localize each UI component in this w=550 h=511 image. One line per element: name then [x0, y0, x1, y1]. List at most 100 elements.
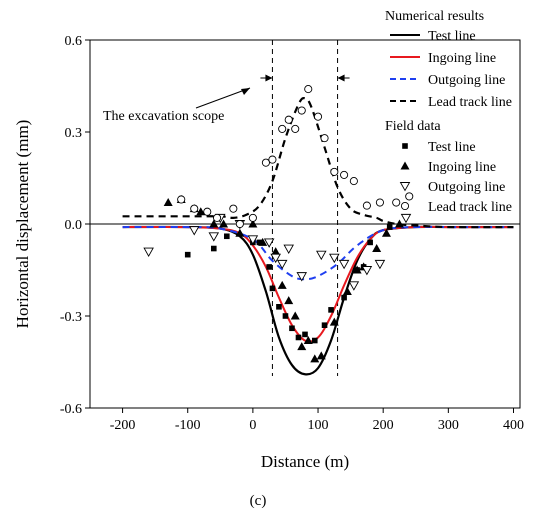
x-tick-label: -200: [110, 418, 136, 433]
field-point-lead-track-line: [375, 198, 384, 207]
field-point-lead-track-line: [212, 213, 222, 222]
legend-group-title: Field data: [385, 119, 441, 134]
y-tick-label: -0.6: [60, 402, 82, 417]
field-point-outgoing-line: [338, 259, 350, 270]
legend-marker: [399, 182, 411, 192]
field-point-ingoing-line: [342, 286, 352, 295]
field-point-ingoing-line: [258, 237, 268, 246]
legend-label: Outgoing line: [428, 73, 505, 88]
field-point-test-line: [282, 313, 289, 319]
annotation-label: The excavation scope: [103, 109, 224, 124]
y-axis-title: Horizontal displacement (mm): [13, 120, 32, 329]
field-point-outgoing-line: [361, 266, 373, 276]
legend: Numerical results Test line Ingoing line Ou…: [385, 9, 512, 215]
legend-label: Outgoing line: [428, 180, 505, 195]
field-point-ingoing-line: [209, 219, 219, 228]
x-tick-label: 100: [308, 418, 329, 433]
field-point-ingoing-line: [329, 317, 339, 326]
field-point-outgoing-line: [296, 272, 308, 282]
field-point-outgoing-line: [276, 259, 288, 270]
field-point-ingoing-line: [352, 265, 362, 274]
y-tick-label: 0.0: [65, 218, 83, 233]
field-point-test-line: [210, 245, 217, 252]
legend-label: Lead track line: [428, 95, 512, 110]
y-tick-label: -0.3: [60, 310, 82, 325]
field-point-outgoing-line: [270, 253, 281, 264]
scope-arrowhead-right: [337, 74, 345, 82]
field-point-outgoing-line: [400, 213, 412, 224]
field-point-lead-track-line: [248, 213, 257, 222]
annotation-arrowhead: [241, 88, 250, 95]
field-point-test-line: [276, 304, 282, 310]
field-point-ingoing-line: [235, 228, 245, 237]
field-point-test-line: [184, 251, 191, 258]
field-point-outgoing-line: [143, 247, 154, 258]
field-point-outgoing-line: [348, 281, 360, 291]
y-tick-label: 0.6: [65, 34, 83, 49]
legend-marker: [400, 201, 410, 211]
field-point-lead-track-line: [177, 195, 186, 204]
panel-label: (c): [250, 493, 267, 509]
field-point-lead-track-line: [349, 177, 358, 186]
legend-label: Lead track line: [428, 200, 512, 215]
legend-label: Ingoing line: [428, 160, 496, 175]
field-point-lead-track-line: [229, 204, 238, 213]
legend-label: Ingoing line: [428, 51, 496, 66]
x-tick-label: 200: [373, 418, 394, 433]
field-point-test-line: [269, 285, 276, 292]
field-point-lead-track-line: [304, 85, 313, 94]
x-tick-label: 300: [438, 418, 459, 433]
field-point-lead-track-line: [278, 124, 287, 133]
field-point-lead-track-line: [320, 134, 329, 143]
legend-marker: [400, 161, 410, 170]
field-point-ingoing-line: [219, 219, 229, 228]
field-point-lead-track-line: [392, 198, 401, 207]
x-tick-label: -100: [175, 418, 201, 433]
field-point-test-line: [289, 325, 295, 332]
field-point-test-line: [321, 322, 328, 328]
field-point-ingoing-line: [163, 198, 173, 207]
numerical-curve-test-line: [122, 225, 514, 376]
field-point-test-line: [302, 331, 308, 338]
field-point-test-line: [224, 233, 230, 240]
x-axis-title: Distance (m): [261, 452, 349, 471]
y-tick-label: 0.3: [65, 126, 83, 141]
x-tick-label: 0: [249, 418, 256, 433]
field-point-ingoing-line: [297, 342, 307, 351]
numerical-curve-outgoing-line: [122, 225, 514, 281]
field-point-outgoing-line: [316, 250, 327, 261]
legend-label: Test line: [428, 29, 476, 44]
x-tick-label: 400: [503, 418, 524, 433]
field-point-lead-track-line: [291, 124, 300, 133]
field-point-lead-track-line: [203, 207, 212, 216]
field-point-lead-track-line: [261, 158, 270, 167]
field-point-lead-track-line: [330, 167, 339, 176]
field-point-test-line: [367, 239, 373, 246]
field-point-lead-track-line: [313, 112, 323, 121]
field-point-lead-track-line: [284, 115, 293, 124]
field-point-ingoing-line: [248, 219, 258, 228]
field-point-ingoing-line: [284, 296, 294, 305]
annotation-arrow: [195, 87, 251, 109]
field-point-outgoing-line: [188, 226, 200, 236]
field-point-lead-track-line: [362, 201, 371, 210]
field-point-lead-track-line: [268, 155, 277, 164]
field-point-test-line: [256, 239, 263, 246]
field-point-lead-track-line: [340, 170, 349, 179]
field-point-test-line: [295, 334, 302, 341]
field-point-ingoing-line: [290, 311, 300, 320]
field-point-ingoing-line: [271, 247, 281, 256]
field-point-ingoing-line: [310, 354, 320, 363]
field-point-test-line: [341, 294, 347, 301]
field-point-test-line: [386, 224, 393, 230]
field-point-ingoing-line: [277, 280, 287, 289]
field-point-lead-track-line: [405, 192, 414, 201]
legend-label: Test line: [428, 140, 476, 155]
field-point-outgoing-line: [329, 253, 340, 264]
numerical-curve-lead-track-line: [122, 96, 514, 229]
field-point-outgoing-line: [263, 238, 275, 248]
field-point-lead-track-line: [190, 204, 199, 213]
field-point-ingoing-line: [394, 219, 404, 228]
field-point-ingoing-line: [196, 207, 206, 216]
